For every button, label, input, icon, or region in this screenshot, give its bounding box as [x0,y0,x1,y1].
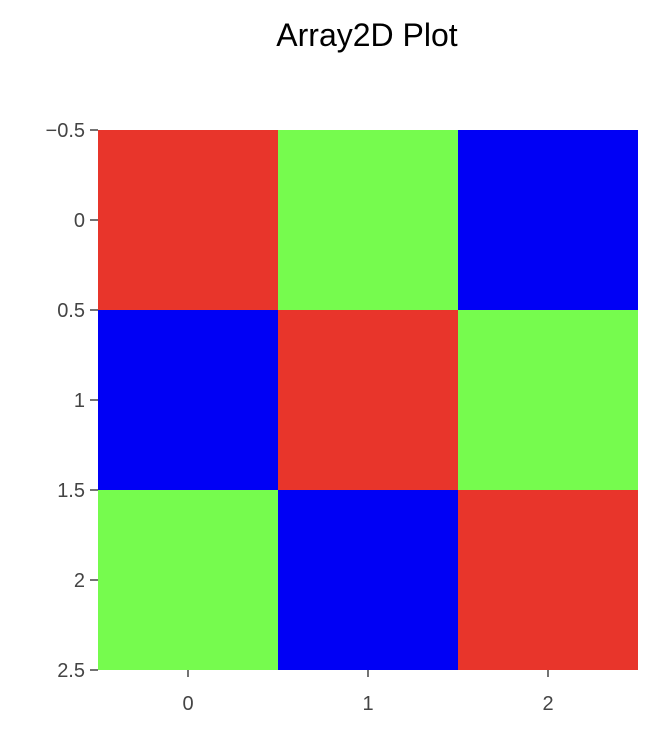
y-tick-label: 1 [74,390,85,412]
heatmap-cell [458,310,638,490]
heatmap-cells [98,130,638,670]
x-tick-label: 0 [182,693,193,715]
chart-title: Array2D Plot [276,17,458,53]
x-axis: 0 1 2 [182,670,554,715]
heatmap-cell [98,310,278,490]
heatmap-cell [458,490,638,670]
heatmap-cell [98,490,278,670]
heatmap-cell [98,130,278,310]
heatmap-cell [458,130,638,310]
x-tick-label: 2 [542,693,553,715]
y-tick-label: 1.5 [57,480,85,502]
y-tick-label: 2.5 [57,660,85,682]
heatmap-cell [278,490,458,670]
x-tick-label: 1 [362,693,373,715]
heatmap-cell [278,310,458,490]
y-tick-label: 2 [74,570,85,592]
y-tick-label: −0.5 [46,120,85,142]
y-tick-label: 0 [74,210,85,232]
heatmap-cell [278,130,458,310]
y-axis: −0.5 0 0.5 1 1.5 2 2.5 [46,120,98,682]
y-tick-label: 0.5 [57,300,85,322]
